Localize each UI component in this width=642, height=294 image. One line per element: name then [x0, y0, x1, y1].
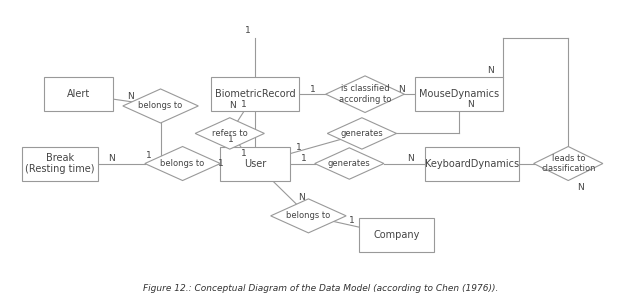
Text: 1: 1 — [229, 136, 234, 144]
Text: N: N — [126, 92, 134, 101]
Text: N: N — [229, 101, 236, 110]
Polygon shape — [271, 199, 346, 233]
FancyBboxPatch shape — [211, 77, 299, 111]
Text: belongs to: belongs to — [286, 211, 331, 220]
Text: User: User — [244, 158, 266, 168]
FancyBboxPatch shape — [22, 146, 98, 181]
Text: Break
(Resting time): Break (Resting time) — [25, 153, 94, 174]
FancyBboxPatch shape — [415, 77, 503, 111]
Text: 1: 1 — [146, 151, 152, 160]
Polygon shape — [123, 89, 198, 123]
Text: refers to: refers to — [212, 129, 248, 138]
Text: N: N — [408, 154, 414, 163]
Text: KeyboardDynamics: KeyboardDynamics — [425, 158, 519, 168]
Text: Company: Company — [373, 230, 420, 240]
Text: N: N — [108, 154, 115, 163]
Text: 1: 1 — [310, 85, 316, 94]
FancyBboxPatch shape — [425, 146, 519, 181]
Text: 1: 1 — [241, 100, 247, 109]
Text: Alert: Alert — [67, 89, 91, 99]
Text: belongs to: belongs to — [160, 159, 205, 168]
Polygon shape — [315, 148, 384, 179]
Text: 1: 1 — [218, 159, 223, 168]
Text: leads to
classification: leads to classification — [541, 154, 596, 173]
Text: 1: 1 — [349, 216, 355, 225]
Polygon shape — [327, 118, 397, 149]
Text: is classified
according to: is classified according to — [339, 84, 391, 104]
FancyBboxPatch shape — [359, 218, 434, 253]
Text: generates: generates — [340, 129, 383, 138]
Text: N: N — [487, 66, 494, 75]
FancyBboxPatch shape — [44, 77, 114, 111]
Text: 1: 1 — [241, 148, 247, 158]
Text: N: N — [577, 183, 584, 192]
Text: Figure 12.: Conceptual Diagram of the Data Model (according to Chen (1976)).: Figure 12.: Conceptual Diagram of the Da… — [143, 283, 499, 293]
Text: generates: generates — [328, 159, 370, 168]
Text: N: N — [398, 85, 405, 94]
Text: MouseDynamics: MouseDynamics — [419, 89, 499, 99]
Text: BiometricRecord: BiometricRecord — [214, 89, 295, 99]
FancyBboxPatch shape — [220, 146, 290, 181]
Polygon shape — [325, 76, 404, 113]
Text: 1: 1 — [300, 154, 306, 163]
Text: 1: 1 — [245, 26, 250, 35]
Polygon shape — [195, 118, 265, 149]
Polygon shape — [145, 146, 220, 181]
Text: belongs to: belongs to — [139, 101, 183, 111]
Text: N: N — [298, 193, 305, 202]
Text: 1: 1 — [296, 143, 302, 152]
Polygon shape — [534, 146, 603, 181]
Text: N: N — [467, 100, 474, 109]
